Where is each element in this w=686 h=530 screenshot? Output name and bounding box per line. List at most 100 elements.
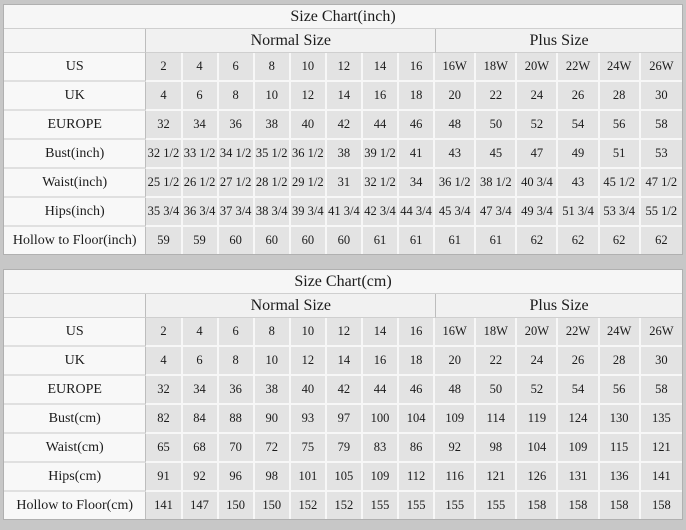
size-cell: 14	[326, 347, 363, 376]
row-label: Waist(inch)	[4, 169, 147, 198]
table-row: Waist(cm) 65 68 70 72 75 79 83 86 92 98 104 109 115 12…	[4, 434, 682, 463]
size-cell: 155	[476, 492, 518, 519]
size-cell: 10	[254, 82, 291, 111]
size-chart-cm-table: Size Chart(cm) Normal Size Plus Size US 2 4 6 8…	[3, 269, 683, 520]
size-cell: 44 3/4	[399, 198, 436, 227]
group-header-normal-size: Normal Size	[146, 294, 436, 318]
size-cell: 18W	[476, 318, 518, 347]
size-cell: 36	[218, 111, 255, 140]
size-cell: 8	[218, 347, 255, 376]
size-cell: 158	[599, 492, 641, 519]
size-cell: 14	[362, 318, 400, 347]
size-cell: 112	[399, 463, 436, 492]
size-cell: 61	[476, 227, 518, 254]
size-cell: 54	[558, 376, 600, 405]
row-label: Hips(cm)	[4, 463, 147, 492]
group-header-normal-size: Normal Size	[146, 29, 436, 53]
size-cell: 56	[599, 111, 641, 140]
size-cell: 92	[435, 434, 477, 463]
size-cell: 18	[399, 347, 436, 376]
size-cell: 6	[218, 53, 255, 82]
size-cell: 26	[558, 82, 600, 111]
size-cell: 32	[146, 376, 183, 405]
size-cell: 14	[362, 53, 400, 82]
size-cell: 34	[182, 376, 219, 405]
row-label: Waist(cm)	[4, 434, 147, 463]
size-cell: 24W	[599, 53, 641, 82]
size-cell: 47	[517, 140, 559, 169]
size-cell: 114	[476, 405, 518, 434]
group-header-plus-size: Plus Size	[435, 294, 682, 318]
size-cell: 24W	[599, 318, 641, 347]
size-cell: 115	[599, 434, 641, 463]
size-cell: 53	[640, 140, 682, 169]
size-cell: 50	[476, 376, 518, 405]
size-cell: 22	[476, 82, 518, 111]
row-label: US	[4, 318, 147, 347]
size-cell: 53 3/4	[599, 198, 641, 227]
table-row: UK 4 6 8 10 12 14 16 18 20 22 24 26 28 30	[4, 82, 682, 111]
size-cell: 12	[326, 318, 363, 347]
size-cell: 33 1/2	[182, 140, 219, 169]
size-cell: 84	[182, 405, 219, 434]
size-cell: 68	[182, 434, 219, 463]
size-cell: 16W	[435, 53, 477, 82]
size-cell: 22W	[558, 318, 600, 347]
row-label: Bust(cm)	[4, 405, 147, 434]
size-cell: 4	[146, 347, 183, 376]
size-cell: 62	[599, 227, 641, 254]
size-cell: 2	[146, 53, 183, 82]
size-cell: 32	[146, 111, 183, 140]
size-cell: 65	[146, 434, 183, 463]
size-cell: 104	[399, 405, 436, 434]
size-cell: 60	[326, 227, 363, 254]
size-cell: 45 3/4	[435, 198, 477, 227]
size-cell: 56	[599, 376, 641, 405]
size-cell: 2	[146, 318, 183, 347]
size-cell: 96	[218, 463, 255, 492]
size-cell: 26W	[640, 318, 682, 347]
table-row: Hips(cm) 91 92 96 98 101 105 109 112 116 121 126 131…	[4, 463, 682, 492]
size-cell: 42 3/4	[362, 198, 400, 227]
table-row: EUROPE 32 34 36 38 40 42 44 46 48 50 52 54 56 58	[4, 376, 682, 405]
size-cell: 109	[558, 434, 600, 463]
size-cell: 20W	[517, 53, 559, 82]
size-cell: 16	[399, 53, 436, 82]
size-cell: 27 1/2	[218, 169, 255, 198]
size-cell: 10	[254, 347, 291, 376]
size-cell: 20	[435, 347, 477, 376]
size-cell: 104	[517, 434, 559, 463]
size-cell: 119	[517, 405, 559, 434]
size-cell: 61	[399, 227, 436, 254]
size-cell: 38	[326, 140, 363, 169]
table-row: Hollow to Floor(inch) 59 59 60 60 60 60 61 61 61 6…	[4, 227, 682, 254]
size-cell: 52	[517, 111, 559, 140]
size-cell: 61	[362, 227, 400, 254]
size-cell: 48	[435, 376, 477, 405]
size-cell: 8	[218, 82, 255, 111]
row-label: EUROPE	[4, 111, 147, 140]
size-cell: 12	[290, 82, 327, 111]
size-cell: 12	[290, 347, 327, 376]
size-cell: 158	[640, 492, 682, 519]
size-cell: 36	[218, 376, 255, 405]
size-cell: 130	[599, 405, 641, 434]
size-cell: 26W	[640, 53, 682, 82]
size-cell: 44	[362, 111, 400, 140]
size-cell: 34	[399, 169, 436, 198]
size-cell: 55 1/2	[640, 198, 682, 227]
size-cell: 158	[517, 492, 559, 519]
size-cell: 155	[399, 492, 436, 519]
size-cell: 155	[362, 492, 400, 519]
size-cell: 10	[290, 318, 327, 347]
size-chart-inch-table: Size Chart(inch) Normal Size Plus Size US 2 4…	[3, 4, 683, 255]
size-cell: 47 3/4	[476, 198, 518, 227]
size-cell: 18W	[476, 53, 518, 82]
size-cell: 16	[362, 347, 400, 376]
table-row: EUROPE 32 34 36 38 40 42 44 46 48 50 52 54 56 58	[4, 111, 682, 140]
size-cell: 4	[182, 53, 219, 82]
size-cell: 59	[146, 227, 183, 254]
group-header-plus-size: Plus Size	[435, 29, 682, 53]
size-cell: 60	[254, 227, 291, 254]
